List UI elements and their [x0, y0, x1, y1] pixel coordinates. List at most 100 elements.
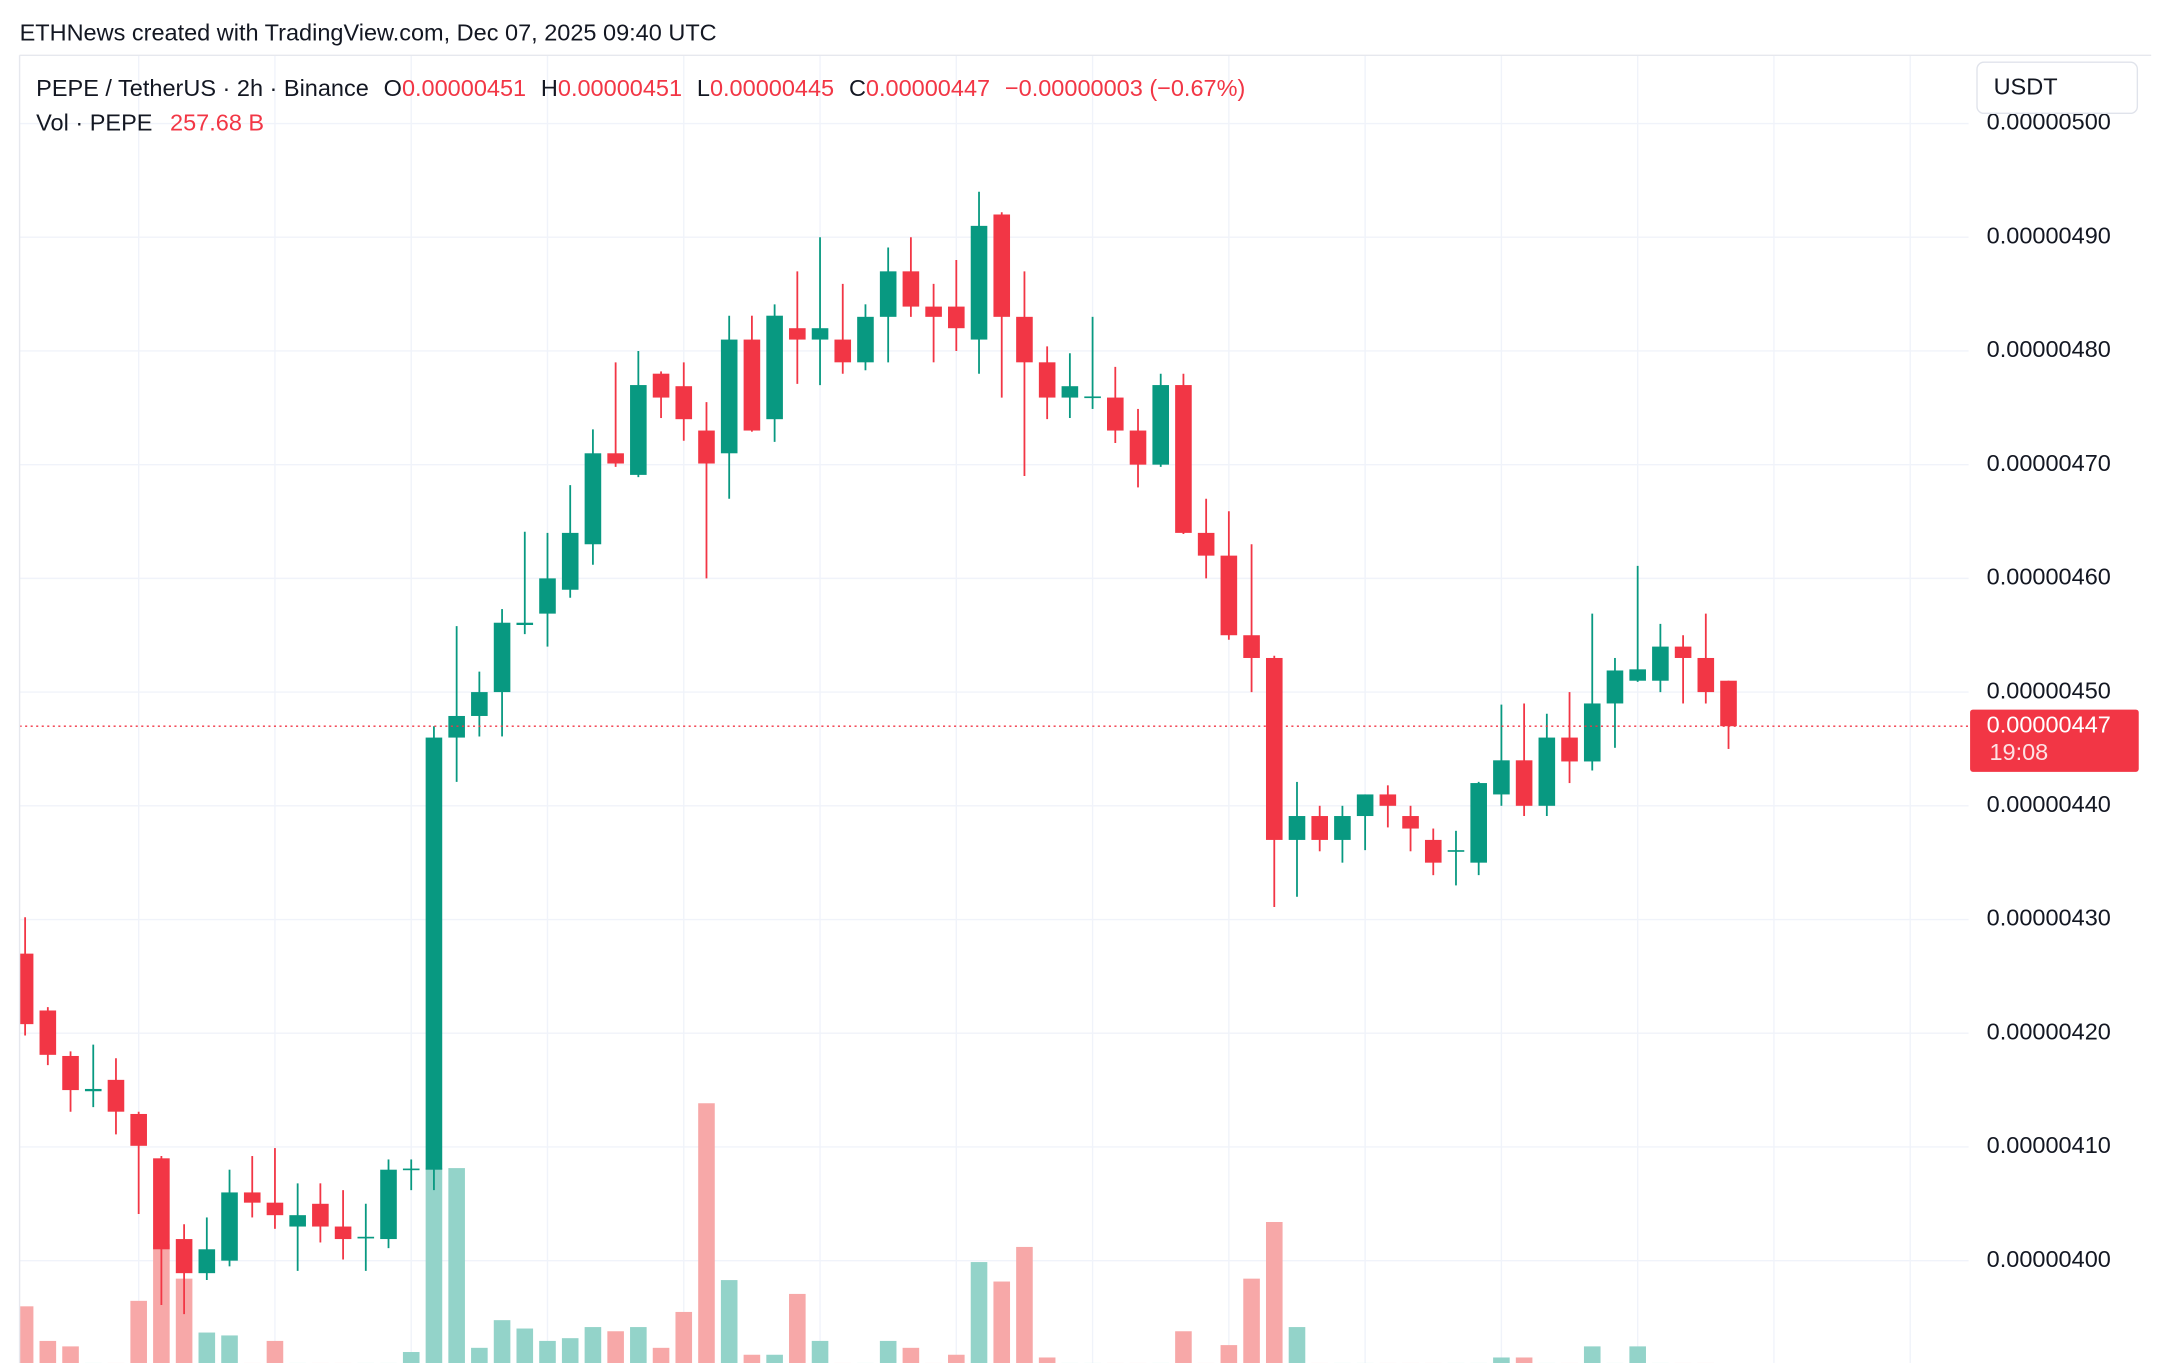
volume-bar	[221, 1335, 238, 1363]
candle-body	[743, 339, 761, 431]
candle-body	[19, 953, 34, 1025]
volume-bar	[811, 1340, 829, 1363]
candle-body	[1084, 396, 1101, 399]
bar-countdown: 19:08	[1989, 739, 2048, 765]
volume-bar	[948, 1354, 965, 1363]
y-tick-label: 0.00000490	[1987, 222, 2111, 248]
candle-body	[243, 1192, 261, 1203]
candle-body	[471, 692, 488, 716]
candle-body	[561, 532, 579, 590]
legend-close-label: C	[849, 75, 866, 101]
candle-body	[1175, 385, 1192, 533]
volume-bar	[584, 1327, 602, 1363]
volume-bar	[720, 1280, 738, 1363]
volume-bar	[1493, 1357, 1510, 1363]
volume-layer	[19, 1103, 1715, 1363]
volume-bar	[266, 1340, 284, 1363]
volume-bar	[561, 1338, 579, 1363]
candle-body	[402, 1168, 420, 1171]
y-tick-label: 0.00000470	[1987, 450, 2111, 476]
candle-body	[1697, 657, 1715, 693]
candle-body	[1515, 760, 1533, 806]
legend-low: 0.00000445	[710, 75, 834, 101]
candle-body	[607, 453, 624, 464]
candle-layer	[19, 191, 1969, 1315]
candle-body	[766, 315, 783, 420]
candle-body	[1107, 397, 1124, 431]
legend-change: −0.00000003 (−0.67%)	[1005, 75, 1245, 101]
candle-body	[970, 225, 988, 340]
candle-body	[1493, 760, 1510, 795]
volume-bar	[993, 1281, 1011, 1363]
candle-body	[1583, 703, 1601, 762]
candle-body	[84, 1088, 102, 1092]
candle-body	[1220, 555, 1238, 636]
candle-body	[834, 339, 852, 363]
candle-body	[1538, 737, 1556, 806]
candle-body	[334, 1226, 352, 1240]
candle-body	[39, 1010, 57, 1055]
candle-body	[675, 386, 693, 420]
last-price-label: 0.00000447	[1987, 711, 2111, 737]
last-price-box	[1970, 709, 2139, 772]
y-tick-label: 0.00000440	[1987, 791, 2111, 817]
candle-body	[62, 1055, 79, 1091]
currency-button[interactable]: USDT	[1976, 61, 2139, 115]
candle-body	[1288, 816, 1306, 840]
candle-body	[266, 1202, 284, 1216]
volume-bar	[516, 1328, 534, 1363]
candle-body	[1561, 737, 1578, 762]
candle-body	[1629, 669, 1646, 681]
y-tick-label: 0.00000460	[1987, 564, 2111, 590]
legend-open-label: O	[384, 75, 402, 101]
y-tick-label: 0.00000420	[1987, 1018, 2111, 1044]
candle-body	[857, 316, 874, 363]
candle-body	[879, 271, 897, 317]
candle-body	[1197, 532, 1215, 556]
volume-bar	[1515, 1357, 1533, 1363]
candle-body	[107, 1079, 125, 1112]
candle-body	[652, 373, 670, 398]
candle-body	[1402, 816, 1419, 829]
volume-bar	[1629, 1346, 1646, 1363]
candle-body	[630, 385, 647, 475]
candle-body	[1379, 794, 1397, 806]
candle-body	[1334, 816, 1351, 840]
candle-body	[425, 737, 443, 1170]
candle-body	[1720, 680, 1737, 727]
volume-bar	[198, 1332, 216, 1363]
volume-legend: Vol · PEPE 257.68 B	[36, 110, 264, 136]
volume-bar	[1016, 1246, 1033, 1363]
y-tick-label: 0.00000410	[1987, 1132, 2111, 1158]
candle-body	[993, 214, 1011, 317]
candle-body	[1674, 646, 1692, 658]
candle-body	[1447, 850, 1465, 852]
candle-body	[1129, 430, 1147, 465]
y-tick-label: 0.00000400	[1987, 1246, 2111, 1272]
candle-body	[948, 306, 965, 329]
candle-body	[1061, 386, 1079, 398]
y-tick-label: 0.00000450	[1987, 677, 2111, 703]
currency-button-box[interactable]	[1976, 61, 2139, 115]
volume-bar	[766, 1354, 783, 1363]
legend-close: 0.00000447	[866, 75, 990, 101]
legend-high-label: H	[541, 75, 558, 101]
legend-line: PEPE / TetherUS · 2h · Binance O0.000004…	[36, 75, 1245, 101]
volume-bar	[1288, 1327, 1306, 1363]
candle-body	[198, 1249, 216, 1274]
candle-body	[902, 271, 920, 307]
volume-bar	[1038, 1357, 1056, 1363]
candle-body	[357, 1236, 375, 1239]
candle-body	[584, 453, 602, 545]
volume-bar	[630, 1327, 647, 1363]
candle-body	[1311, 816, 1328, 840]
candle-body	[720, 339, 738, 454]
volume-bar	[789, 1293, 806, 1363]
candle-body	[925, 306, 942, 317]
legend-open: 0.00000451	[402, 75, 526, 101]
volume-bar	[1583, 1346, 1601, 1363]
candle-body	[1470, 783, 1487, 863]
currency-button-label[interactable]: USDT	[1994, 74, 2058, 100]
candle-body	[175, 1239, 193, 1274]
